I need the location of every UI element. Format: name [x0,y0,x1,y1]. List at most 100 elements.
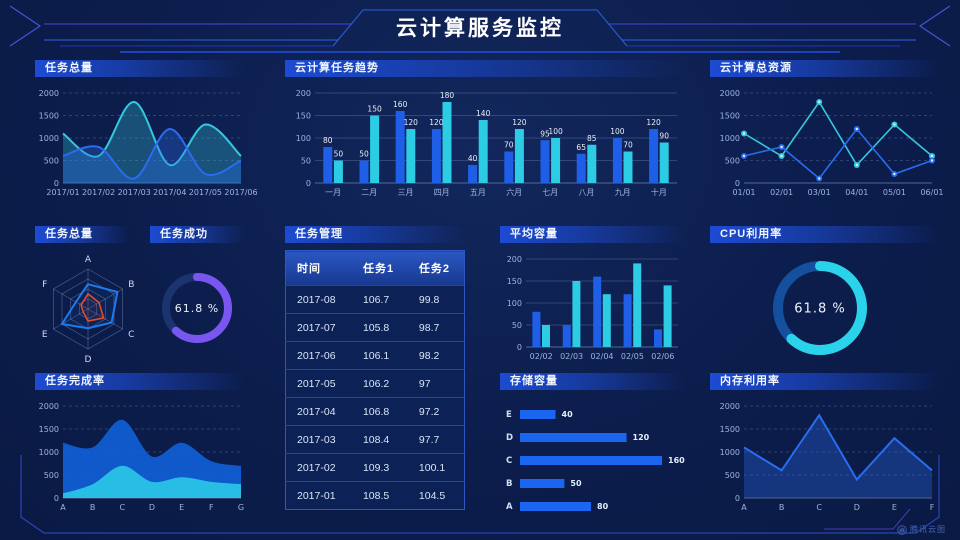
svg-text:E: E [179,503,184,512]
panel-storage-capacity: 存储容量 E 40 D 120 C 160 B 50 A 80 [500,373,685,518]
svg-text:2017/03: 2017/03 [118,188,151,197]
svg-text:九月: 九月 [615,188,631,197]
svg-text:140: 140 [476,109,491,118]
svg-text:70: 70 [623,141,633,150]
task-management-table: 时间 任务1 任务2 2017-08 106.7 99.8 2017-07 105.8 98.7… [285,250,465,510]
svg-text:0: 0 [735,179,740,188]
panel-task-completion: 任务完成率 0 500 1000 1500 2000 A B C D E F G [35,373,245,520]
svg-text:40: 40 [468,154,478,163]
panel-title-cloud-total-resource: 云计算总资源 [710,60,940,77]
svg-text:2000: 2000 [720,89,740,98]
svg-text:G: G [238,503,244,512]
panel-cloud-task-trend: 云计算任务趋势 0 50 100 150 200 一月 80 50 二月 50 150 三月 160 12… [285,60,685,205]
svg-text:F: F [930,503,935,512]
panel-cloud-total-resource: 云计算总资源 0 500 1000 1500 2000 01/01 02/01 03/01 04… [710,60,944,205]
svg-text:2017/06: 2017/06 [224,188,257,197]
svg-text:C: C [128,330,134,340]
svg-text:0: 0 [306,179,311,188]
svg-text:1000: 1000 [39,134,59,143]
svg-text:F: F [42,280,47,290]
table-row: 2017-08 106.7 99.8 [285,285,465,314]
table-cell: 98.7 [407,313,465,342]
svg-text:200: 200 [507,255,522,264]
svg-text:C: C [120,503,126,512]
panel-task-success: 任务成功 61.8 % [150,226,245,369]
svg-text:2000: 2000 [39,402,59,411]
svg-text:二月: 二月 [361,188,377,197]
svg-text:90: 90 [659,132,669,141]
table-cell: 2017-03 [285,425,352,454]
table-cell: 2017-05 [285,369,352,398]
svg-text:八月: 八月 [579,188,595,197]
svg-text:04/01: 04/01 [845,188,868,197]
svg-text:A: A [60,503,66,512]
panel-cpu-usage: CPU利用率 61.8 % [710,226,940,369]
task-table: 时间 任务1 任务2 2017-08 106.7 99.8 2017-07 105.8 98.7… [285,250,465,510]
table-cell: 108.5 [351,481,408,510]
table-cell: 98.2 [407,341,465,370]
svg-text:0: 0 [517,343,522,352]
panel-task-total-trend: 任务总量 0 500 1000 1500 2000 2017/01 2017/02 2017/… [35,60,258,205]
table-cell: 104.5 [407,481,465,510]
svg-text:160: 160 [668,456,685,465]
svg-text:E: E [506,410,512,420]
table-cell: 106.8 [351,397,408,426]
table-cell: 100.1 [407,453,465,482]
svg-text:D: D [149,503,155,512]
svg-text:02/01: 02/01 [770,188,793,197]
vendor-watermark: 腾讯云图 [897,524,946,535]
svg-text:三月: 三月 [398,188,414,197]
cloud-total-resource-line-chart: 0 500 1000 1500 2000 01/01 02/01 03/01 04/01 05/0… [710,81,944,205]
svg-text:六月: 六月 [506,187,522,197]
svg-text:E: E [42,330,48,340]
svg-text:02/02: 02/02 [530,352,553,361]
svg-text:100: 100 [296,134,311,143]
table-cell: 106.1 [351,341,408,370]
svg-text:120: 120 [646,118,661,127]
table-header-cell: 任务1 [351,250,408,286]
svg-text:100: 100 [610,127,625,136]
table-cell: 108.4 [351,425,408,454]
table-cell: 2017-08 [285,285,352,314]
table-cell: 2017-01 [285,481,352,510]
svg-text:0: 0 [54,494,59,503]
svg-text:B: B [128,280,134,290]
table-cell: 2017-04 [285,397,352,426]
vendor-logo-icon [897,524,907,535]
table-cell: 106.7 [351,285,408,314]
panel-title-task-success: 任务成功 [150,226,245,243]
table-cell: 106.2 [351,369,408,398]
svg-text:500: 500 [725,157,740,166]
svg-text:02/05: 02/05 [621,352,644,361]
table-cell: 105.8 [351,313,408,342]
svg-text:85: 85 [587,134,597,143]
svg-text:C: C [816,503,822,512]
svg-text:150: 150 [507,277,522,286]
svg-text:120: 120 [512,118,527,127]
table-cell: 97 [407,369,465,398]
vendor-watermark-label: 腾讯云图 [910,525,946,534]
svg-text:B: B [506,479,512,489]
table-row: 2017-01 108.5 104.5 [285,481,465,510]
svg-text:1000: 1000 [39,448,59,457]
svg-text:100: 100 [548,127,563,136]
svg-text:1500: 1500 [720,425,740,434]
svg-text:F: F [209,503,214,512]
memory-usage-line-chart: 0 500 1000 1500 2000 A B C D E F [710,394,940,520]
task-total-area-chart: 0 500 1000 1500 2000 2017/01 2017/02 2017/03 201… [35,81,258,205]
svg-text:120: 120 [429,118,444,127]
svg-text:A: A [85,255,92,265]
svg-text:120: 120 [404,118,419,127]
panel-title-task-total-radar: 任务总量 [35,226,130,243]
cloud-task-trend-bar-chart: 0 50 100 150 200 一月 80 50 二月 50 150 三月 160 120 四月 120 18… [285,81,685,205]
table-row: 2017-02 109.3 100.1 [285,453,465,482]
svg-text:1000: 1000 [720,134,740,143]
svg-text:2017/01: 2017/01 [46,188,79,197]
table-row: 2017-05 106.2 97 [285,369,465,398]
svg-text:1500: 1500 [39,112,59,121]
svg-text:2017/05: 2017/05 [189,188,222,197]
svg-text:A: A [741,503,747,512]
panel-title-cloud-task-trend: 云计算任务趋势 [285,60,685,77]
svg-text:B: B [779,503,785,512]
